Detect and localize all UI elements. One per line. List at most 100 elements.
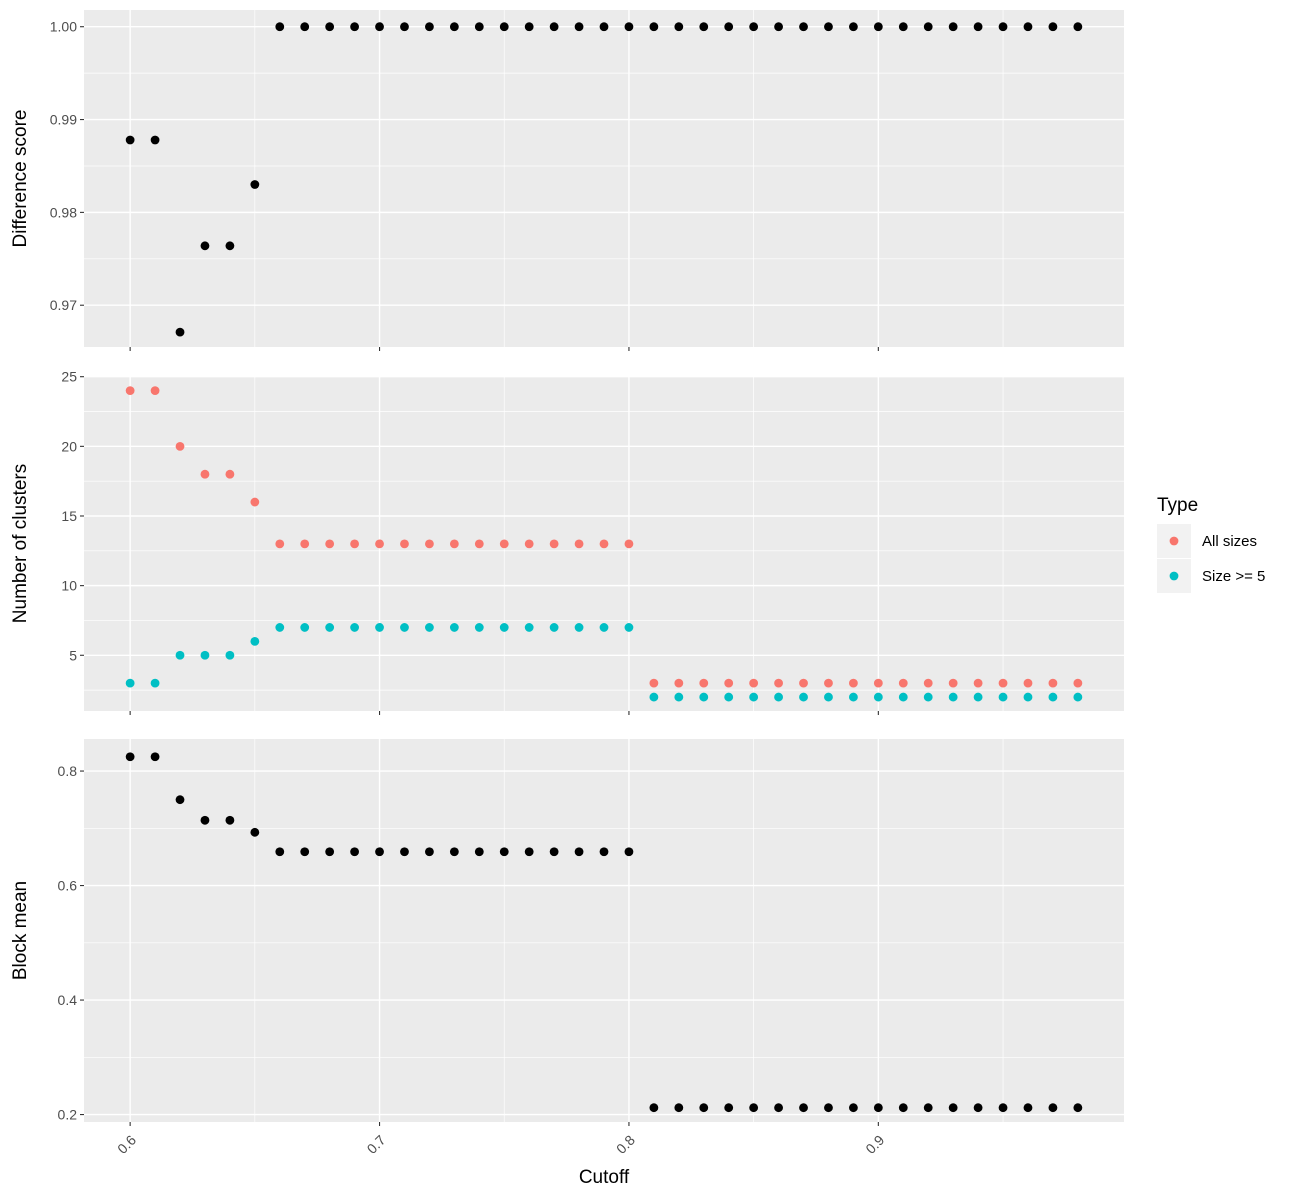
data-point [175,795,185,805]
data-point [699,678,709,688]
data-point [449,539,459,549]
data-point [275,847,285,857]
x-axis-title: Cutoff [579,1167,630,1188]
panel-3: 0.2 0.4 0.6 0.8 0.6 0.7 0.8 0.9 Block mean Cutoff [10,739,1124,1188]
legend-symbol [1169,571,1179,581]
data-point [948,678,958,688]
data-point [849,692,858,702]
data-point [649,1103,659,1113]
y-tick-label: 25 [61,369,77,385]
data-point [549,22,559,32]
data-point [275,539,285,549]
data-point [1048,692,1058,702]
data-point [898,1103,908,1113]
data-point [699,692,709,702]
data-point [250,497,260,507]
y-tick-label: 5 [69,647,77,663]
data-point [624,22,634,32]
data-point [674,678,684,688]
data-point [275,22,285,32]
data-point [799,692,808,702]
data-point [250,827,260,837]
data-point [699,1103,709,1113]
data-point [923,22,933,32]
y-tick-label: 0.6 [58,878,78,894]
data-point [425,22,434,32]
data-point [150,135,160,145]
data-point [873,22,883,32]
data-point [300,623,310,632]
y-tick-label: 0.97 [50,297,77,313]
data-point [1048,22,1058,32]
data-point [125,752,135,762]
legend-label: Size >= 5 [1202,568,1265,585]
data-point [549,539,559,549]
data-point [998,678,1008,688]
data-point [574,847,584,857]
panel-background [84,739,1124,1122]
panel-2: 5 10 15 20 25 Number of clusters [10,369,1124,715]
data-point [250,636,260,646]
data-point [649,678,659,688]
data-point [973,1103,983,1113]
data-point [150,752,160,762]
data-point [225,469,235,479]
y-tick-label: 0.4 [58,992,78,1008]
y-axis-title: Difference score [10,110,31,248]
data-point [325,623,335,632]
data-point [1023,1103,1033,1113]
data-point [873,692,883,702]
data-point [1023,692,1033,702]
data-point [499,623,509,632]
series-1 [125,22,1083,337]
data-point [799,678,808,688]
data-point [524,22,534,32]
data-point [574,22,584,32]
data-point [250,180,260,189]
data-point [849,1103,858,1113]
data-point [400,539,409,549]
data-point [300,22,310,32]
data-point [774,1103,783,1113]
data-point [749,22,759,32]
y-tick-label: 10 [61,578,77,594]
data-point [724,678,734,688]
data-point [425,539,434,549]
panel-background [84,10,1124,347]
data-point [1048,678,1058,688]
data-point [599,22,609,32]
data-point [599,847,609,857]
x-tick-label: 0.8 [613,1132,638,1157]
data-point [574,539,584,549]
data-point [524,539,534,549]
data-point [400,623,409,632]
data-point [300,539,310,549]
data-point [898,692,908,702]
data-point [824,692,833,702]
data-point [1073,22,1083,32]
data-point [624,847,634,857]
data-point [749,1103,759,1113]
data-point [923,1103,933,1113]
data-point [799,22,808,32]
data-point [175,441,185,451]
data-point [799,1103,808,1113]
data-point [225,815,235,825]
data-point [150,386,160,396]
data-point [973,692,983,702]
data-point [674,22,684,32]
data-point [824,678,833,688]
y-axis-title: Number of clusters [10,464,31,623]
data-point [425,847,434,857]
y-tick-label: 0.99 [50,112,77,128]
data-point [624,539,634,549]
data-point [425,623,434,632]
data-point [474,623,484,632]
data-point [449,623,459,632]
data-point [873,678,883,688]
data-point [549,847,559,857]
data-point [1023,678,1033,688]
panel-1: 0.97 0.98 0.99 1.00 Difference score [10,10,1124,351]
data-point [125,678,135,688]
